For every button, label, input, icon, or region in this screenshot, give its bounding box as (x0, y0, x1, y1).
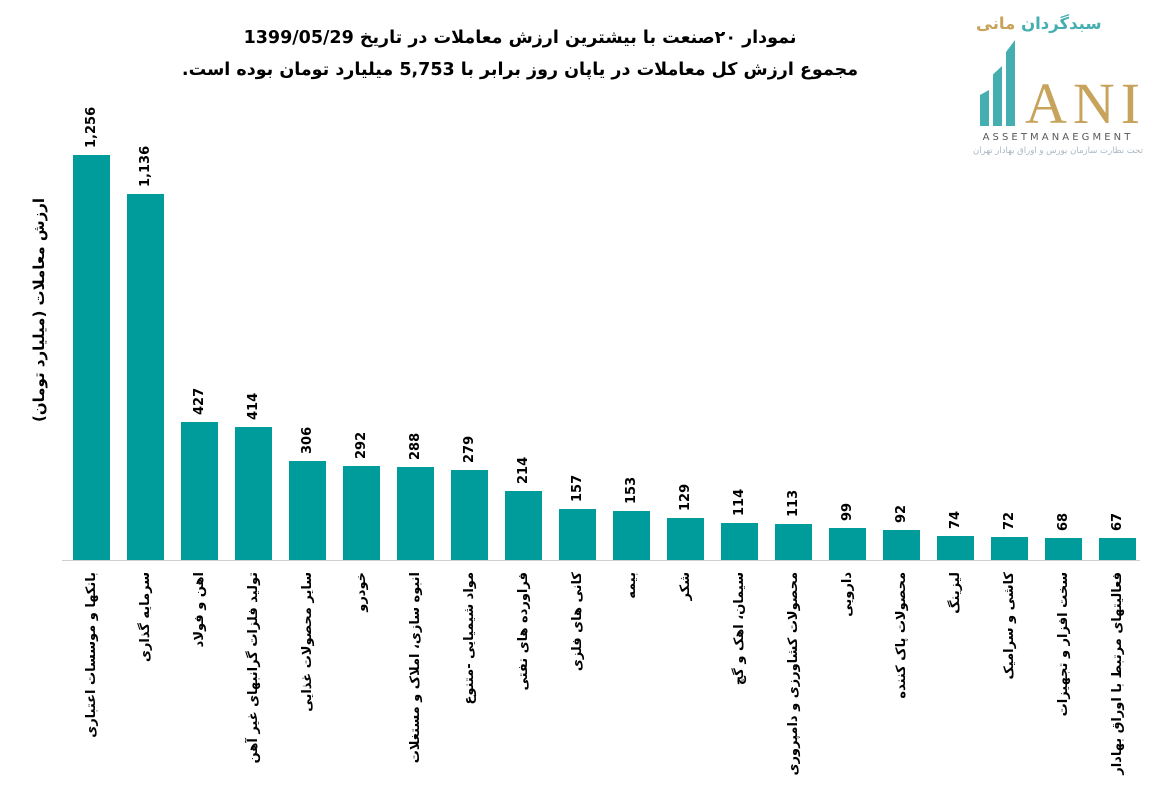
category-label: خودرو (354, 572, 369, 612)
bar (181, 422, 218, 560)
bar (559, 509, 596, 560)
bar-value-label: 1,256 (84, 106, 99, 148)
category-label: سرمایه گذاری (138, 572, 153, 663)
bar-value-label: 427 (192, 387, 207, 415)
bar (667, 518, 704, 560)
bar-value-label: 153 (624, 476, 639, 504)
logo-brand-english: ANI (1025, 71, 1147, 136)
bar-chart-icon (980, 40, 1019, 126)
bar-value-label: 292 (354, 431, 369, 459)
category-label: فعالیتهای مرتبط با اوراق بهادار (1110, 572, 1125, 775)
bar (721, 523, 758, 560)
bar-value-label: 99 (840, 502, 855, 521)
category-label: محصولات کشاورزی و دامپروری (786, 572, 801, 776)
category-label: کاشی و سرامیک (1002, 572, 1017, 680)
company-logo: سبدگردان مانی ANI ASSETMANAEGMENT تحت نظ… (970, 14, 1146, 156)
category-label: سخت افزار و تجهیزات (1056, 572, 1071, 717)
bar (289, 461, 326, 560)
bar-value-label: 68 (1056, 512, 1071, 531)
bar-value-label: 129 (678, 483, 693, 511)
bar (397, 467, 434, 560)
bar (991, 537, 1028, 560)
logo-bar-tall (1006, 40, 1015, 126)
bar-value-label: 114 (732, 488, 747, 516)
bar-value-label: 288 (408, 432, 423, 460)
chart-title-line-1: نمودار ۲۰صنعت با بیشترین ارزش معاملات در… (243, 28, 797, 48)
bar-value-label: 113 (786, 489, 801, 517)
category-label: اهن و فولاد (192, 572, 207, 648)
y-axis-title: ارزش معاملات (میلیارد تومان) (30, 198, 48, 423)
bar-value-label: 306 (300, 426, 315, 454)
category-label: دارویی (840, 572, 855, 617)
bar (883, 530, 920, 560)
bar (343, 466, 380, 560)
bar (505, 491, 542, 560)
bar-value-label: 74 (948, 510, 963, 529)
category-label: محصولات پاک کننده (894, 572, 909, 699)
logo-brand-farsi: سبدگردان مانی (970, 14, 1146, 34)
bar-value-label: 279 (462, 435, 477, 463)
bar-value-label: 157 (570, 474, 585, 502)
bar (775, 524, 812, 560)
bar (235, 427, 272, 560)
bar (1045, 538, 1082, 560)
bar (127, 194, 164, 560)
bar (937, 536, 974, 560)
bar-value-label: 1,136 (138, 145, 153, 187)
logo-bar-medium (993, 66, 1002, 126)
bar (451, 470, 488, 560)
bar-value-label: 92 (894, 504, 909, 523)
logo-bar-small (980, 90, 989, 126)
bar (829, 528, 866, 560)
logo-tagline-farsi: تحت نظارت سازمان بورس و اوراق بهادار تهر… (973, 146, 1143, 156)
chart-title-line-2: مجموع ارزش کل معاملات در یاپان روز برابر… (181, 60, 859, 80)
bar-value-label: 72 (1002, 511, 1017, 530)
bar-value-label: 414 (246, 392, 261, 420)
plot-area: 1,256 بانکها و موسسات اعتباری 1,136 سرمایه … (62, 107, 1140, 775)
category-label: تولید فلزات گرانبهای غیر آهن (246, 572, 261, 764)
logo-brand-farsi-second: مانی (976, 14, 1016, 33)
bar (73, 155, 110, 560)
category-label: کانی های فلزی (570, 572, 585, 672)
category-label: مواد شیمیایی -متنوع (462, 572, 477, 705)
category-label: انبوه سازی، املاک و مستغلات (408, 572, 423, 764)
bar-value-label: 67 (1110, 512, 1125, 531)
category-label: بیمه (624, 572, 639, 599)
category-label: فراورده های نفتی (516, 572, 531, 691)
logo-mark: ANI (970, 36, 1146, 133)
category-label: شکر (678, 572, 693, 601)
category-label: لیزینگ (948, 572, 963, 614)
category-label: سایر محصولات غذایی (300, 572, 315, 712)
chart-title-block: نمودار ۲۰صنعت با بیشترین ارزش معاملات در… (60, 22, 980, 86)
logo-brand-farsi-first: سبدگردان (1021, 14, 1102, 33)
bar-value-label: 214 (516, 456, 531, 484)
category-label: بانکها و موسسات اعتباری (84, 572, 99, 738)
bar (1099, 538, 1136, 560)
category-label: سیمان، اهک و گچ (732, 572, 747, 686)
bar (613, 511, 650, 560)
logo-subtitle-english: ASSETMANAEGMENT (982, 132, 1134, 143)
